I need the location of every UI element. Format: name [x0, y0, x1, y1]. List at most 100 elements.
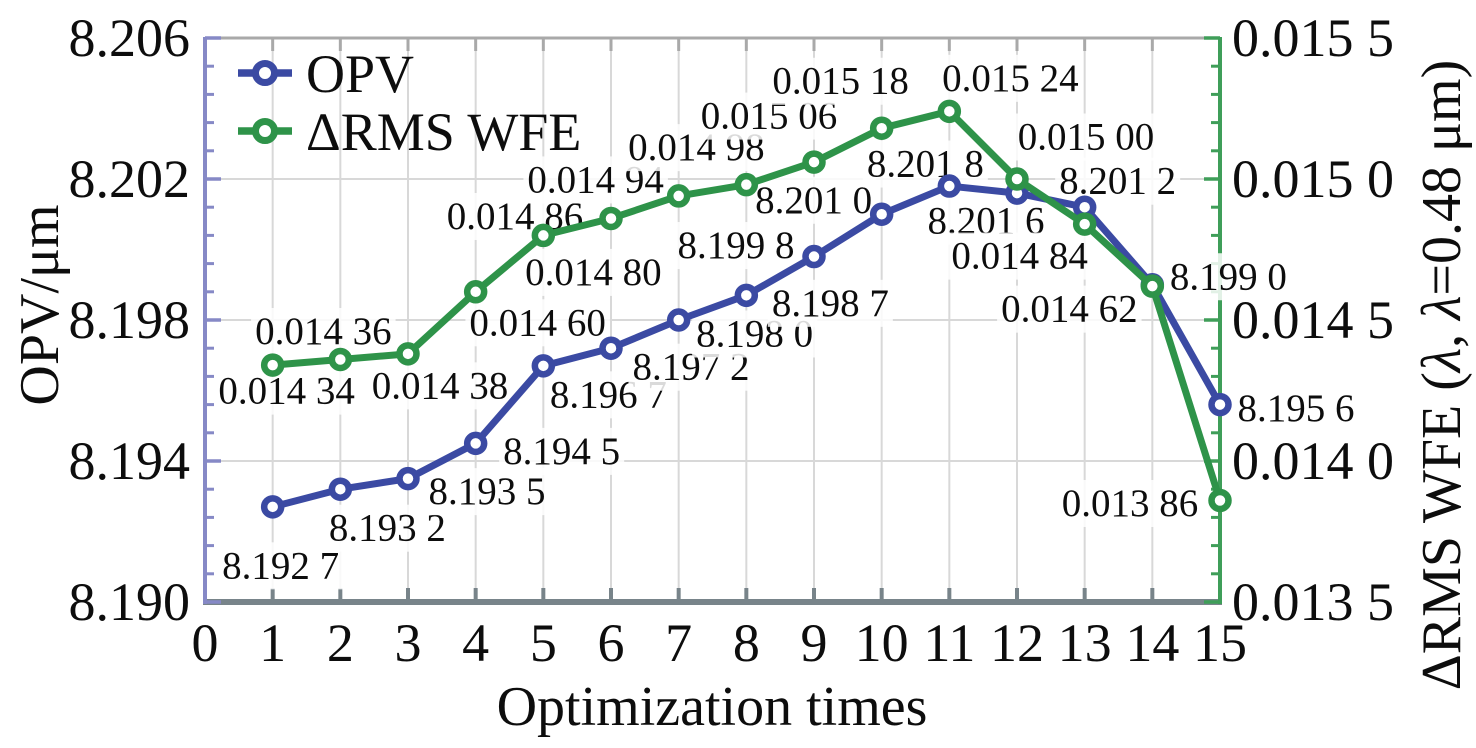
data-point-marker — [531, 223, 556, 248]
point-label-backing — [862, 140, 988, 188]
series-drms-wfe — [260, 99, 1232, 513]
data-point-marker — [869, 202, 894, 226]
point-label-backing — [424, 468, 550, 516]
data-point-marker — [1208, 488, 1232, 513]
point-value-label: 0.014 62 — [1001, 288, 1138, 331]
point-value-label: 0.014 38 — [372, 364, 509, 407]
point-label-backing — [938, 54, 1083, 102]
x-tick-label: 11 — [923, 613, 975, 673]
point-label-backing — [947, 232, 1092, 280]
point-label-backing — [367, 362, 513, 410]
data-point-marker — [396, 466, 420, 491]
data-point-marker — [328, 347, 353, 372]
data-point-marker — [1005, 167, 1029, 191]
point-label-backing — [1233, 385, 1359, 433]
point-label-backing — [673, 222, 799, 270]
point-value-label: 8.199 0 — [1170, 255, 1287, 298]
right-tick-label: 0.014 0 — [1232, 431, 1394, 491]
point-label-backing — [218, 542, 344, 590]
legend-label-drms: ΔRMS WFE — [306, 102, 581, 162]
point-value-label: 8.199 8 — [678, 224, 795, 267]
right-axis: 0.013 50.014 00.014 50.015 00.015 5 — [1204, 8, 1394, 632]
data-point-marker — [734, 283, 759, 308]
point-label-backing — [499, 427, 625, 475]
x-tick-label: 8 — [733, 613, 760, 673]
right-tick-label: 0.013 5 — [1232, 572, 1394, 632]
point-value-label: 0.014 60 — [469, 301, 606, 344]
left-axis-title: OPV/μm — [9, 204, 71, 405]
x-tick-label: 0 — [192, 613, 219, 673]
point-label-backing — [1165, 253, 1291, 301]
data-point-marker — [666, 184, 691, 208]
left-tick-label: 8.190 — [69, 572, 191, 632]
point-value-label: 0.014 80 — [525, 251, 662, 294]
data-point-marker — [869, 116, 894, 140]
point-value-label: 8.198 7 — [772, 282, 889, 325]
point-label-backing — [251, 307, 396, 355]
x-axis-title: Optimization times — [497, 676, 928, 738]
point-value-label: 8.193 5 — [429, 470, 546, 513]
x-tick-label: 15 — [1193, 613, 1247, 673]
right-axis-title: ΔRMS WFE (λ, λ=0.48 μm) — [1411, 60, 1473, 691]
data-point-marker — [802, 244, 826, 269]
point-value-label: 0.014 36 — [255, 310, 392, 353]
x-tick-label: 6 — [598, 613, 625, 673]
x-tick-label: 14 — [1125, 613, 1179, 673]
data-point-marker — [937, 99, 962, 124]
left-tick-label: 8.198 — [69, 290, 191, 350]
x-tick-label: 2 — [327, 613, 354, 673]
x-tick-label: 1 — [259, 613, 286, 673]
chart-series-layer: 8.192 78.193 28.193 58.194 58.196 78.197… — [214, 54, 1359, 590]
x-tick-label: 10 — [855, 613, 909, 673]
legend-marker-opv — [252, 60, 278, 86]
data-point-marker — [531, 354, 556, 378]
right-tick-label: 0.015 5 — [1232, 8, 1394, 68]
data-point-marker — [937, 174, 962, 198]
point-label-backing — [767, 279, 893, 327]
data-point-marker — [666, 308, 691, 332]
point-label-backing — [768, 57, 913, 105]
point-label-backing — [1013, 113, 1159, 161]
data-point-marker — [1072, 212, 1097, 236]
point-value-label: 8.195 6 — [1238, 387, 1355, 430]
x-tick-label: 5 — [530, 613, 557, 673]
point-value-label: 0.015 18 — [772, 60, 909, 103]
data-point-marker — [1140, 274, 1165, 298]
point-value-label: 0.015 00 — [1018, 116, 1155, 159]
data-point-marker — [1208, 392, 1232, 417]
legend-marker-drms — [252, 118, 278, 144]
legend: OPV ΔRMS WFE — [238, 44, 581, 162]
point-value-label: 8.201 2 — [1059, 160, 1176, 203]
point-label-backing — [997, 285, 1142, 333]
x-tick-label: 3 — [395, 613, 422, 673]
data-point-marker — [463, 280, 488, 304]
left-tick-label: 8.194 — [69, 431, 191, 491]
legend-label-opv: OPV — [306, 44, 414, 104]
data-point-marker — [599, 336, 623, 360]
data-point-marker — [802, 150, 826, 174]
point-value-label: 0.015 24 — [942, 57, 1079, 100]
point-label-backing — [1057, 479, 1203, 527]
legend-item-opv: OPV — [238, 44, 414, 104]
x-axis: 0 1 2 3 4 5 6 7 8 9 10 11 12 13 14 15 — [192, 38, 1247, 673]
x-tick-label: 13 — [1058, 613, 1112, 673]
point-value-label: 8.194 5 — [503, 430, 620, 473]
point-label-backing — [465, 299, 610, 347]
left-tick-label: 8.202 — [69, 149, 191, 209]
point-value-label: 0.013 86 — [1062, 482, 1199, 525]
left-tick-label: 8.206 — [69, 8, 191, 68]
point-value-label: 8.201 8 — [867, 143, 984, 186]
point-label-backing — [521, 248, 666, 296]
point-value-label: 8.192 7 — [222, 544, 339, 587]
data-point-marker — [260, 353, 285, 377]
legend-item-drms-wfe: ΔRMS WFE — [238, 102, 581, 162]
point-value-label: 0.014 34 — [218, 370, 355, 413]
point-label-backing — [1055, 157, 1181, 205]
data-point-marker — [463, 431, 488, 456]
x-tick-label: 7 — [665, 613, 692, 673]
data-point-marker — [734, 172, 759, 197]
point-label-backing — [214, 367, 359, 415]
data-point-marker — [328, 477, 353, 501]
